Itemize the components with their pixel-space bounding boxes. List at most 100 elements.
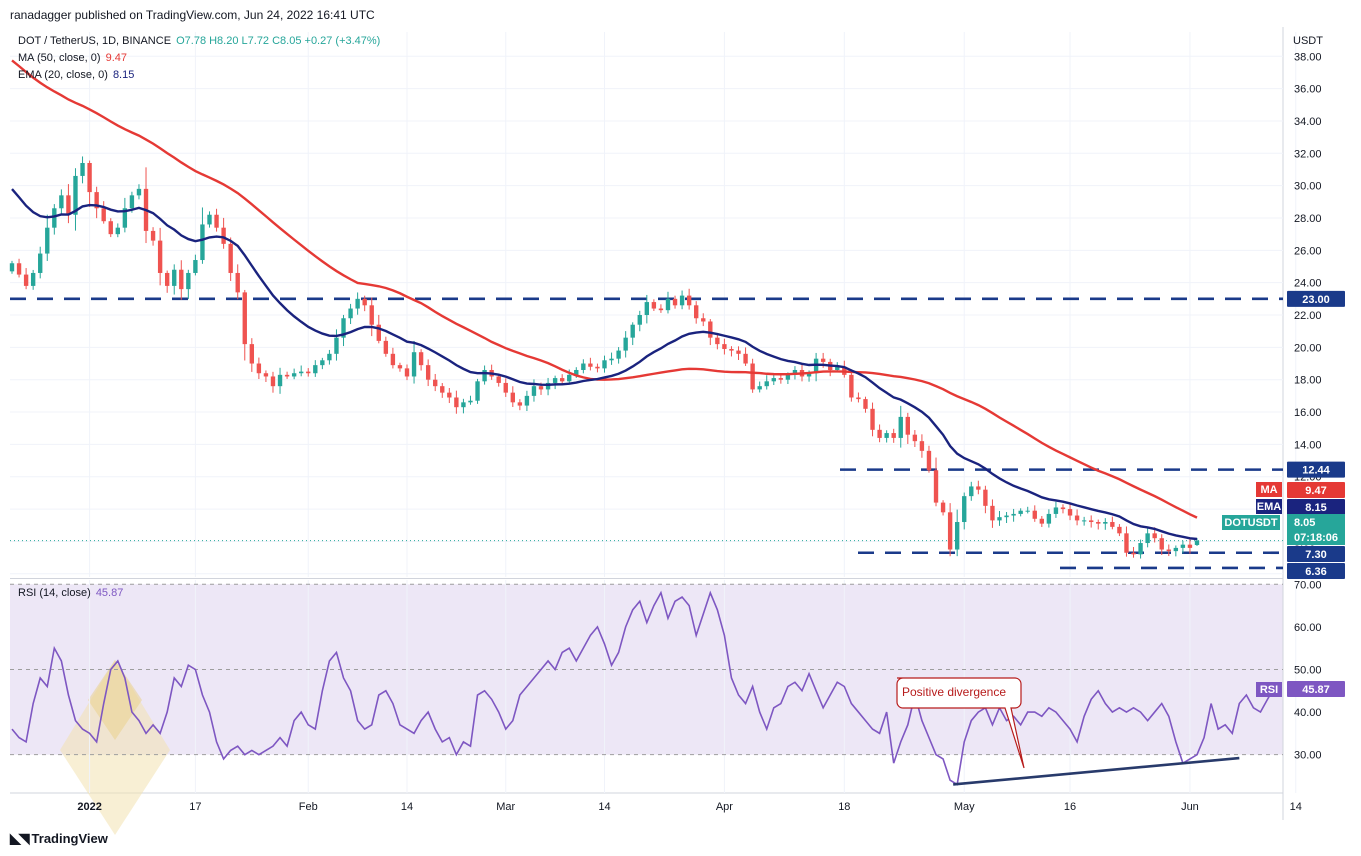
- tradingview-logo[interactable]: ◣◥ TradingView: [10, 830, 108, 847]
- candle-36: [263, 373, 269, 377]
- candle-123: [877, 429, 882, 438]
- rsi-tag-label-bg: [1256, 682, 1282, 697]
- candle-64: [461, 402, 466, 408]
- candle-79: [567, 374, 572, 382]
- level-tag-730-bg: [1287, 546, 1345, 562]
- candle-167: [1187, 544, 1193, 548]
- rsi-tick-0: 70.00: [1294, 579, 1322, 591]
- candle-67: [482, 369, 487, 382]
- publisher-attribution: ranadagger published on TradingView.com,…: [10, 8, 375, 22]
- candle-153: [1089, 520, 1094, 523]
- rsi-tick-1: 60.00: [1294, 622, 1322, 634]
- candle-146: [1039, 518, 1045, 524]
- candle-87: [623, 337, 628, 351]
- candle-135: [962, 496, 967, 523]
- candle-138: [983, 489, 988, 506]
- candle-132: [940, 502, 946, 513]
- time-tick-5: 14: [598, 801, 610, 813]
- candle-72: [517, 402, 523, 406]
- candle-159: [1131, 552, 1136, 555]
- time-tick-8: May: [954, 801, 975, 813]
- ema-legend-label: EMA (20, close, 0): [18, 69, 108, 81]
- rsi-legend-label: RSI (14, close): [18, 587, 91, 599]
- candle-78: [559, 378, 565, 382]
- candle-56: [404, 368, 410, 377]
- candle-74: [531, 386, 537, 396]
- candle-44: [320, 360, 325, 366]
- candle-77: [552, 378, 558, 383]
- candle-103: [736, 350, 741, 354]
- candle-54: [390, 353, 396, 366]
- symbol-tag: DOTUSDT: [1224, 517, 1277, 529]
- candle-46: [334, 337, 339, 354]
- ema-tag-value: 8.15: [1305, 502, 1326, 514]
- candle-136: [969, 486, 974, 497]
- candle-5: [45, 227, 50, 254]
- rsi-legend[interactable]: RSI (14, close) 45.87: [18, 587, 123, 599]
- rsi-tag-value-bg: [1287, 681, 1345, 697]
- price-tick-0: 38.00: [1294, 51, 1322, 63]
- candle-124: [884, 433, 889, 438]
- candle-53: [383, 340, 389, 354]
- candle-83: [595, 366, 600, 369]
- candle-38: [277, 374, 283, 387]
- symbol-legend: DOT / TetherUS, 1D, BINANCE O7.78 H8.20 …: [18, 35, 380, 47]
- candle-155: [1103, 522, 1108, 524]
- ma50-line: [11, 59, 1198, 519]
- candle-66: [475, 381, 480, 401]
- symbol-tag-bg: [1222, 515, 1280, 530]
- candle-59: [425, 365, 431, 380]
- time-tick-11: 14: [1290, 801, 1302, 813]
- candle-47: [341, 318, 346, 338]
- candle-105: [750, 363, 755, 390]
- last-price-tag-bg: [1287, 514, 1345, 545]
- candle-110: [785, 374, 791, 380]
- candle-158: [1124, 533, 1129, 553]
- candle-81: [581, 363, 586, 370]
- candle-39: [284, 374, 290, 377]
- candle-108: [771, 378, 776, 382]
- candle-148: [1053, 507, 1059, 514]
- time-tick-9: 16: [1064, 801, 1076, 813]
- candle-144: [1025, 510, 1030, 512]
- candle-62: [447, 392, 452, 398]
- rsi-band: [10, 584, 1283, 755]
- level-tag-636: 6.36: [1305, 566, 1326, 578]
- candle-152: [1081, 520, 1087, 522]
- ema-legend[interactable]: EMA (20, close, 0) 8.15: [18, 69, 134, 81]
- candle-120: [856, 397, 861, 400]
- candle-58: [418, 352, 424, 366]
- candle-100: [715, 337, 720, 345]
- ema-legend-value: 8.15: [112, 69, 135, 81]
- candle-92: [658, 308, 664, 311]
- candle-32: [235, 272, 240, 293]
- candle-27: [200, 224, 205, 261]
- candle-163: [1159, 538, 1164, 550]
- price-tick-7: 24.00: [1294, 278, 1322, 290]
- candle-4: [38, 253, 43, 273]
- candle-30: [221, 227, 226, 244]
- candle-60: [433, 379, 438, 387]
- candle-101: [722, 344, 727, 349]
- candle-149: [1060, 507, 1066, 510]
- level-tag-636-bg: [1287, 563, 1345, 579]
- symbol-label[interactable]: DOT / TetherUS, 1D, BINANCE: [18, 35, 172, 47]
- candle-41: [299, 371, 304, 374]
- rsi-tag-label: RSI: [1260, 684, 1278, 696]
- candle-93: [665, 298, 671, 311]
- price-tick-2: 34.00: [1294, 116, 1322, 128]
- candle-91: [651, 302, 657, 309]
- candle-33: [242, 292, 247, 345]
- candle-160: [1138, 543, 1143, 555]
- candle-113: [806, 373, 812, 377]
- candle-133: [947, 512, 953, 550]
- candle-34: [249, 344, 255, 364]
- candle-164: [1166, 549, 1171, 552]
- ma-tag-value-bg: [1287, 482, 1345, 498]
- ma-legend[interactable]: MA (50, close, 0) 9.47: [18, 52, 127, 64]
- candle-168: [1194, 540, 1200, 545]
- price-tick-9: 20.00: [1294, 342, 1322, 354]
- candle-102: [729, 348, 734, 351]
- candle-154: [1096, 522, 1101, 524]
